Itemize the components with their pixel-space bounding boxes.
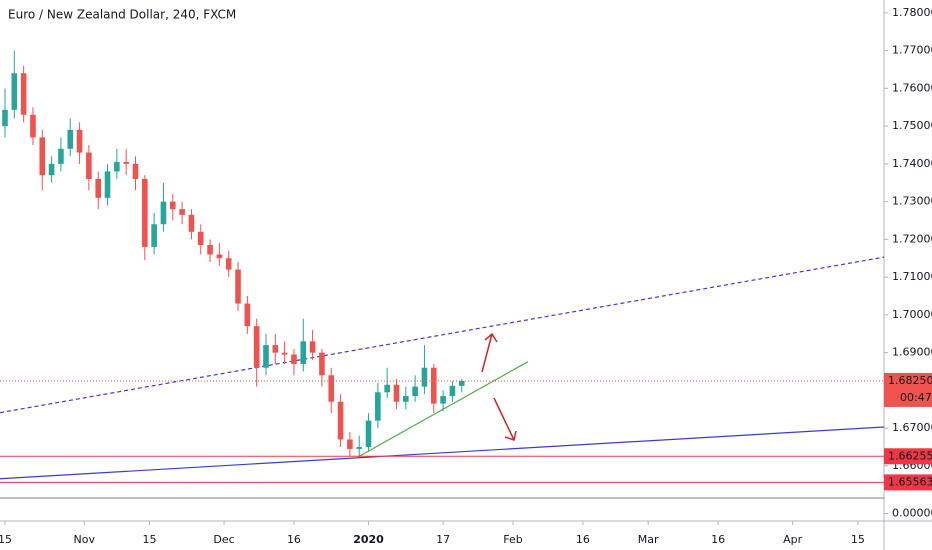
- candle-body: [309, 341, 316, 353]
- candle-body: [179, 209, 185, 215]
- x-tick-label: 16: [711, 533, 725, 546]
- candle-body: [458, 380, 465, 386]
- candle-body: [393, 384, 400, 402]
- candle-body: [11, 73, 18, 110]
- chart-title: Euro / New Zealand Dollar, 240, FXCM: [8, 8, 236, 22]
- candle-body: [76, 129, 83, 153]
- candle-body: [2, 109, 8, 127]
- candle-body: [160, 201, 167, 225]
- y-tick-label: 1.73000: [892, 195, 932, 208]
- candle-body: [347, 439, 353, 449]
- y-tick-label: 1.72000: [892, 232, 932, 245]
- price-tag-label: 1.65563: [888, 475, 932, 488]
- y-tick-label: 1.67000: [892, 421, 932, 434]
- candle-body: [67, 129, 74, 149]
- candle-body: [375, 392, 381, 421]
- candle-body: [319, 352, 325, 376]
- arrow-down: [493, 397, 515, 441]
- price-tag: [884, 448, 932, 465]
- candle-body: [253, 326, 260, 368]
- countdown: 00:47: [900, 391, 932, 404]
- x-tick-label: 16: [287, 533, 301, 546]
- candle-body: [188, 214, 195, 232]
- candle-body: [300, 341, 307, 364]
- x-tick-label: Mar: [638, 533, 659, 546]
- candle-body: [365, 420, 372, 448]
- candle-body: [104, 171, 111, 198]
- candle-body: [197, 231, 204, 246]
- candle-body: [281, 352, 288, 355]
- candle-body: [328, 375, 335, 402]
- candle-body: [337, 401, 344, 440]
- candle-body: [169, 201, 176, 210]
- arrow-up: [481, 333, 493, 373]
- y-tick-label: 1.78000: [892, 6, 932, 19]
- candle-body: [142, 178, 148, 247]
- candle-body: [95, 178, 101, 198]
- x-tick-label: 17: [436, 533, 450, 546]
- arrow-down-head: [504, 430, 517, 441]
- candle-body: [384, 384, 390, 393]
- arrows: [481, 332, 517, 441]
- candle-body: [86, 152, 92, 179]
- candle-body: [20, 73, 27, 115]
- x-tick-label: 2020: [353, 533, 384, 546]
- candle-body: [30, 114, 36, 138]
- price-tag-label: 1.68250: [888, 374, 932, 387]
- candle-body: [440, 396, 446, 404]
- candle-body: [225, 258, 232, 270]
- candle-body: [403, 396, 409, 402]
- candle-body: [123, 161, 129, 164]
- x-tick-label: Apr: [783, 533, 803, 546]
- price-tag-label: 1.66255: [888, 449, 932, 462]
- candle-body: [39, 137, 46, 176]
- candle-body: [244, 303, 251, 327]
- y-tick-label: 1.75000: [892, 119, 932, 132]
- y-tick-label: 1.74000: [892, 157, 932, 170]
- candle-body: [421, 367, 428, 387]
- candle-body: [272, 345, 279, 353]
- candle-body: [58, 148, 64, 164]
- y-tick-label: 0.00000: [892, 507, 932, 520]
- x-tick-label: Dec: [213, 533, 234, 546]
- candle-body: [235, 269, 241, 304]
- trendline: [0, 426, 885, 480]
- candle-body: [207, 245, 213, 255]
- candle-body: [48, 163, 55, 176]
- candle-body: [430, 367, 437, 404]
- candle-body: [114, 161, 120, 172]
- candle-body: [216, 254, 223, 259]
- candle-body: [291, 354, 297, 364]
- y-tick-label: 1.76000: [892, 81, 932, 94]
- y-tick-label: 1.69000: [892, 346, 932, 359]
- y-tick-label: 1.77000: [892, 44, 932, 57]
- price-tag: [884, 372, 932, 407]
- x-tick-label: 15: [142, 533, 156, 546]
- arrow-up-head: [484, 332, 498, 343]
- x-tick-label: 16: [576, 533, 590, 546]
- y-tick-label: 1.71000: [892, 270, 932, 283]
- price-tag: [884, 474, 932, 491]
- x-tick-label: 15: [851, 533, 865, 546]
- x-tick-label: 15: [0, 533, 12, 546]
- x-tick-label: Feb: [503, 533, 522, 546]
- candle-body: [412, 386, 418, 397]
- candle-body: [263, 345, 269, 368]
- x-tick-label: Nov: [73, 533, 95, 546]
- candle-body: [151, 224, 157, 247]
- y-tick-label: 1.70000: [892, 308, 932, 321]
- candle-body: [356, 447, 362, 449]
- candle-body: [449, 385, 456, 397]
- trendline: [0, 256, 885, 414]
- candle-body: [132, 163, 139, 179]
